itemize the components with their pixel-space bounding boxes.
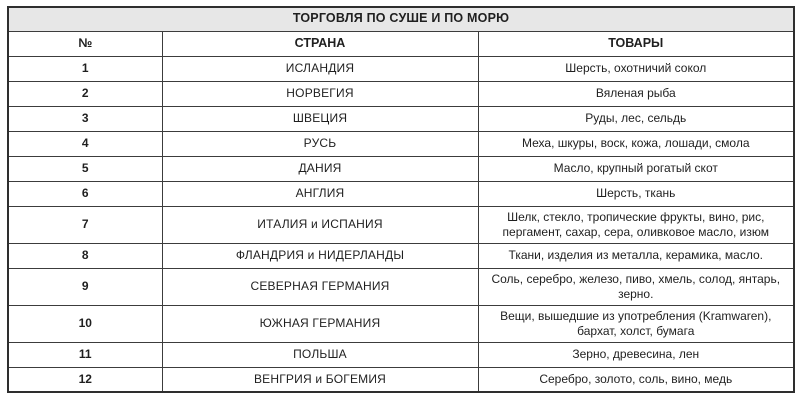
column-header-country: СТРАНА — [161, 30, 479, 57]
goods-cell: Соль, серебро, железо, пиво, хмель, соло… — [477, 267, 795, 306]
column-header-number: № — [7, 30, 163, 57]
row-number-cell: 6 — [7, 180, 163, 207]
table-row: 2 НОРВЕГИЯ Вяленая рыба — [7, 80, 795, 107]
goods-cell: Вещи, вышедшие из употребления (Kramware… — [477, 304, 795, 343]
goods-cell: Шерсть, ткань — [477, 180, 795, 207]
table-title-row: ТОРГОВЛЯ ПО СУШЕ И ПО МОРЮ — [7, 6, 795, 32]
goods-cell: Меха, шкуры, воск, кожа, лошади, смола — [477, 130, 795, 157]
table-title: ТОРГОВЛЯ ПО СУШЕ И ПО МОРЮ — [7, 6, 795, 32]
goods-cell: Руды, лес, сельдь — [477, 105, 795, 132]
table-row: 4 РУСЬ Меха, шкуры, воск, кожа, лошади, см… — [7, 130, 795, 157]
country-cell: НОРВЕГИЯ — [161, 80, 479, 107]
table-row: 9 СЕВЕРНАЯ ГЕРМАНИЯ Соль, серебро, железо,… — [7, 267, 795, 306]
country-cell: АНГЛИЯ — [161, 180, 479, 207]
row-number-cell: 4 — [7, 130, 163, 157]
row-number-cell: 3 — [7, 105, 163, 132]
row-number-cell: 7 — [7, 205, 163, 244]
goods-cell: Ткани, изделия из металла, керамика, мас… — [477, 242, 795, 269]
country-cell: РУСЬ — [161, 130, 479, 157]
table-row: 5 ДАНИЯ Масло, крупный рогатый скот — [7, 155, 795, 182]
country-cell: ДАНИЯ — [161, 155, 479, 182]
table-row: 3 ШВЕЦИЯ Руды, лес, сельдь — [7, 105, 795, 132]
row-number-cell: 2 — [7, 80, 163, 107]
country-cell: ФЛАНДРИЯ и НИДЕРЛАНДЫ — [161, 242, 479, 269]
row-number-cell: 1 — [7, 55, 163, 82]
column-header-goods: ТОВАРЫ — [477, 30, 795, 57]
row-number-cell: 5 — [7, 155, 163, 182]
table-row: 6 АНГЛИЯ Шерсть, ткань — [7, 180, 795, 207]
goods-cell: Масло, крупный рогатый скот — [477, 155, 795, 182]
row-number-cell: 11 — [7, 341, 163, 368]
table-header-row: № СТРАНА ТОВАРЫ — [7, 30, 795, 57]
table-row: 8 ФЛАНДРИЯ и НИДЕРЛАНДЫ Ткани, изделия из … — [7, 242, 795, 269]
country-cell: ИТАЛИЯ и ИСПАНИЯ — [161, 205, 479, 244]
country-cell: ПОЛЬША — [161, 341, 479, 368]
row-number-cell: 12 — [7, 366, 163, 393]
goods-cell: Вяленая рыба — [477, 80, 795, 107]
table-row: 10 ЮЖНАЯ ГЕРМАНИЯ Вещи, вышедшие из употре… — [7, 304, 795, 343]
goods-cell: Зерно, древесина, лен — [477, 341, 795, 368]
table-row: 1 ИСЛАНДИЯ Шерсть, охотничий сокол — [7, 55, 795, 82]
country-cell: ВЕНГРИЯ и БОГЕМИЯ — [161, 366, 479, 393]
row-number-cell: 8 — [7, 242, 163, 269]
goods-cell: Шерсть, охотничий сокол — [477, 55, 795, 82]
trade-table: ТОРГОВЛЯ ПО СУШЕ И ПО МОРЮ № СТРАНА ТОВА… — [7, 6, 796, 393]
table-row: 11 ПОЛЬША Зерно, древесина, лен — [7, 341, 795, 368]
goods-cell: Шелк, стекло, тропические фрукты, вино, … — [477, 205, 795, 244]
table-body: 1 ИСЛАНДИЯ Шерсть, охотничий сокол 2 НОРВЕГИ… — [7, 55, 795, 393]
country-cell: ИСЛАНДИЯ — [161, 55, 479, 82]
table-row: 7 ИТАЛИЯ и ИСПАНИЯ Шелк, стекло, тропическ… — [7, 205, 795, 244]
country-cell: ШВЕЦИЯ — [161, 105, 479, 132]
country-cell: ЮЖНАЯ ГЕРМАНИЯ — [161, 304, 479, 343]
table-row: 12 ВЕНГРИЯ и БОГЕМИЯ Серебро, золото, соль… — [7, 366, 795, 393]
country-cell: СЕВЕРНАЯ ГЕРМАНИЯ — [161, 267, 479, 306]
goods-cell: Серебро, золото, соль, вино, медь — [477, 366, 795, 393]
row-number-cell: 9 — [7, 267, 163, 306]
row-number-cell: 10 — [7, 304, 163, 343]
